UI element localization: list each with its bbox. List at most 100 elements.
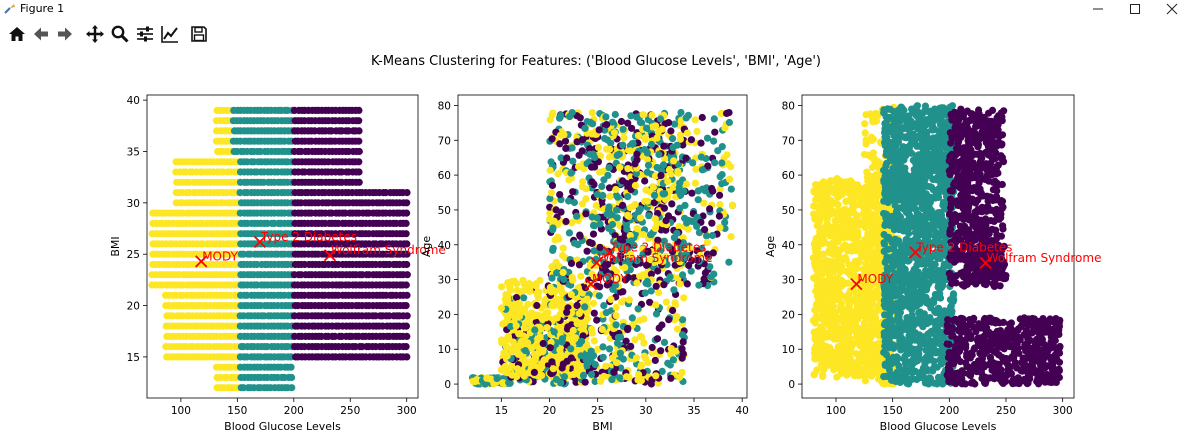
data-point [569, 188, 576, 195]
data-point [403, 333, 410, 340]
data-point [708, 273, 715, 280]
zoom-button[interactable] [109, 24, 131, 44]
data-point [604, 172, 611, 179]
data-point [667, 273, 674, 280]
data-point [567, 170, 574, 177]
data-point [652, 301, 659, 308]
data-point [855, 259, 862, 266]
data-point [667, 127, 674, 134]
data-point [559, 252, 566, 259]
data-point [665, 316, 672, 323]
data-point [548, 189, 555, 196]
data-point [613, 304, 620, 311]
data-point [852, 362, 859, 369]
x-tick-label: 300 [397, 405, 417, 417]
centroid-label: MODY [202, 249, 238, 263]
axes-button[interactable] [159, 24, 181, 44]
data-point [576, 152, 583, 159]
data-point [355, 138, 362, 145]
data-point [820, 358, 827, 365]
data-point [548, 275, 555, 282]
data-point [671, 121, 678, 128]
home-button[interactable] [6, 24, 28, 44]
data-point [603, 146, 610, 153]
data-point [820, 343, 827, 350]
data-point [556, 140, 563, 147]
data-point [549, 224, 556, 231]
y-axis-label: Age [420, 236, 433, 258]
data-point [503, 343, 510, 350]
y-tick-label: 40 [438, 240, 451, 252]
data-point [531, 369, 538, 376]
data-point [652, 215, 659, 222]
data-point [582, 195, 589, 202]
pan-button[interactable] [84, 24, 106, 44]
data-point [547, 284, 554, 291]
maximize-button[interactable] [1117, 0, 1153, 17]
data-point [645, 212, 652, 219]
data-point [654, 267, 661, 274]
data-point [644, 169, 651, 176]
data-point [612, 111, 619, 118]
data-point [559, 338, 566, 345]
data-point [648, 112, 655, 119]
data-point [578, 338, 585, 345]
data-point [852, 312, 859, 319]
data-point [641, 177, 648, 184]
data-point [688, 136, 695, 143]
data-point [526, 280, 533, 287]
data-point [403, 220, 410, 227]
back-button[interactable] [30, 24, 52, 44]
data-point [657, 347, 664, 354]
centroid-label: MODY [592, 272, 628, 286]
data-point [657, 172, 664, 179]
data-point [716, 201, 723, 208]
data-point [684, 130, 691, 137]
data-point [535, 289, 542, 296]
data-point [723, 151, 730, 158]
data-point [537, 333, 544, 340]
data-point [640, 111, 647, 118]
data-point [815, 314, 822, 321]
data-point [676, 180, 683, 187]
data-point [811, 215, 818, 222]
close-button[interactable] [1154, 0, 1190, 17]
forward-button[interactable] [54, 24, 76, 44]
data-point [579, 136, 586, 143]
data-point [586, 239, 593, 246]
data-point [854, 230, 861, 237]
data-point [529, 359, 536, 366]
data-point [689, 159, 696, 166]
data-point [630, 203, 637, 210]
data-point [843, 257, 850, 264]
y-tick-label: 0 [444, 379, 451, 391]
data-point [652, 225, 659, 232]
data-point [604, 136, 611, 143]
subplots-button[interactable] [134, 24, 156, 44]
save-button[interactable] [188, 24, 210, 44]
data-point [563, 309, 570, 316]
data-point [577, 273, 584, 280]
data-point [526, 320, 533, 327]
data-point [288, 374, 295, 381]
data-point [609, 354, 616, 361]
data-point [618, 118, 625, 125]
y-tick-label: 15 [127, 352, 140, 364]
data-point [810, 274, 817, 281]
data-point [565, 197, 572, 204]
minimize-button[interactable] [1080, 0, 1116, 17]
line-chart-icon [160, 24, 180, 44]
data-point [855, 371, 862, 378]
data-point [635, 132, 642, 139]
data-point [641, 353, 648, 360]
data-point [861, 326, 868, 333]
data-point [644, 198, 651, 205]
data-point [600, 302, 607, 309]
data-point [568, 260, 575, 267]
data-point [623, 373, 630, 380]
y-tick-label: 30 [438, 275, 451, 287]
data-point [640, 231, 647, 238]
data-point [603, 309, 610, 316]
data-point [640, 315, 647, 322]
data-point [828, 277, 835, 284]
